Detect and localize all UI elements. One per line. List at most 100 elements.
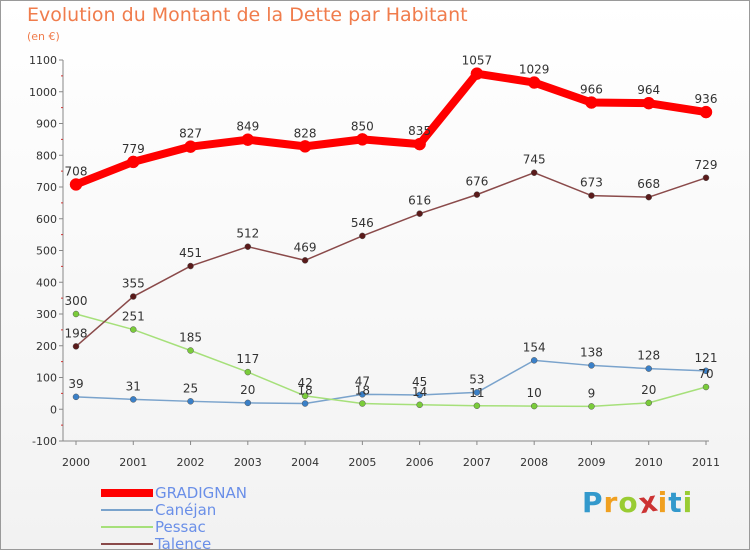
data-point <box>530 169 538 176</box>
data-point <box>588 403 595 410</box>
x-tick-label: 2005 <box>348 456 376 469</box>
logo-letter: t <box>668 486 683 519</box>
data-point <box>470 67 484 80</box>
x-tick-label: 2002 <box>177 456 205 469</box>
y-tick-label: 800 <box>36 149 57 162</box>
data-point <box>298 140 312 153</box>
data-point <box>69 178 83 191</box>
chart-title: Evolution du Montant de la Dette par Hab… <box>27 4 468 26</box>
data-label: 850 <box>351 119 374 133</box>
data-label: 20 <box>641 383 656 397</box>
data-label: 9 <box>588 386 596 400</box>
legend-label: GRADIGNAN <box>155 484 247 502</box>
data-point <box>244 399 252 407</box>
data-label: 827 <box>179 127 202 141</box>
data-label: 668 <box>637 177 660 191</box>
data-label: 673 <box>580 176 603 190</box>
data-label: 964 <box>637 83 660 97</box>
data-label: 10 <box>527 386 542 400</box>
y-tick-label: -100 <box>32 435 57 448</box>
data-label: 11 <box>469 386 484 400</box>
data-label: 1029 <box>519 63 550 77</box>
x-tick-label: 2007 <box>463 456 491 469</box>
data-point <box>184 140 197 153</box>
data-label: 121 <box>695 351 718 365</box>
data-point <box>645 193 652 201</box>
data-label: 185 <box>179 331 202 345</box>
data-label: 18 <box>355 384 370 398</box>
x-tick-label: 2009 <box>577 456 605 469</box>
data-label: 729 <box>695 158 718 172</box>
y-tick-label: 200 <box>36 340 57 353</box>
data-point <box>356 133 369 146</box>
data-point <box>585 96 598 109</box>
proxiti-logo: Proxiti <box>582 485 694 521</box>
y-tick-label: 1100 <box>29 54 57 67</box>
data-point <box>527 76 541 89</box>
legend-label: Canéjan <box>155 501 217 519</box>
x-tick-label: 2008 <box>520 456 548 469</box>
data-label: 708 <box>65 164 88 178</box>
x-tick-label: 2000 <box>62 456 90 469</box>
data-point <box>413 137 426 151</box>
legend-swatch <box>101 543 153 545</box>
data-point <box>359 400 366 407</box>
data-point <box>416 391 423 399</box>
data-label: 42 <box>297 376 312 390</box>
data-label: 849 <box>236 120 259 134</box>
data-point <box>301 400 309 407</box>
data-point <box>130 326 137 333</box>
legend-swatch <box>101 489 153 497</box>
logo-letter: i <box>682 486 694 519</box>
data-point <box>642 96 655 110</box>
data-label: 1057 <box>462 54 493 68</box>
data-point <box>301 257 309 264</box>
logo-letter: i <box>657 486 669 519</box>
data-label: 745 <box>523 153 546 167</box>
data-point <box>473 191 481 198</box>
data-label: 300 <box>65 294 88 308</box>
data-label: 53 <box>469 372 484 386</box>
x-tick-label: 2001 <box>119 456 147 469</box>
data-point <box>72 393 80 401</box>
data-point <box>702 367 710 375</box>
y-tick-label: 600 <box>36 213 57 226</box>
data-point <box>187 398 194 405</box>
x-tick-label: 2006 <box>406 456 434 469</box>
data-label: 128 <box>637 349 660 363</box>
data-point <box>416 401 423 409</box>
data-point <box>645 399 652 407</box>
series-line-talence <box>75 171 707 348</box>
chart-subtitle: (en €) <box>27 30 60 43</box>
data-label: 469 <box>294 240 317 254</box>
series-line-canéjan <box>75 359 707 405</box>
data-label: 14 <box>412 385 427 399</box>
y-tick-label: 700 <box>36 181 57 194</box>
data-label: 138 <box>580 345 603 359</box>
data-point <box>473 389 481 396</box>
y-tick-label: 300 <box>36 308 57 321</box>
data-label: 18 <box>297 384 312 398</box>
data-point <box>187 262 194 270</box>
data-label: 251 <box>122 310 145 324</box>
data-point <box>187 347 194 354</box>
logo-letter: o <box>618 486 639 519</box>
y-tick-label: 900 <box>36 118 57 131</box>
data-point <box>473 402 481 410</box>
data-point <box>72 310 80 318</box>
series-line-gradignan <box>72 69 710 189</box>
data-point <box>530 357 538 364</box>
data-label: 39 <box>68 377 83 391</box>
logo-letter: P <box>582 486 604 519</box>
data-point <box>530 402 538 410</box>
legend-swatch <box>101 526 153 528</box>
data-label: 31 <box>126 379 141 393</box>
data-point <box>416 210 423 217</box>
data-label: 966 <box>580 83 603 97</box>
data-label: 779 <box>122 142 145 156</box>
data-label: 154 <box>523 340 546 354</box>
data-point <box>130 293 137 300</box>
data-point <box>241 133 255 146</box>
x-tick-label: 2011 <box>692 456 720 469</box>
